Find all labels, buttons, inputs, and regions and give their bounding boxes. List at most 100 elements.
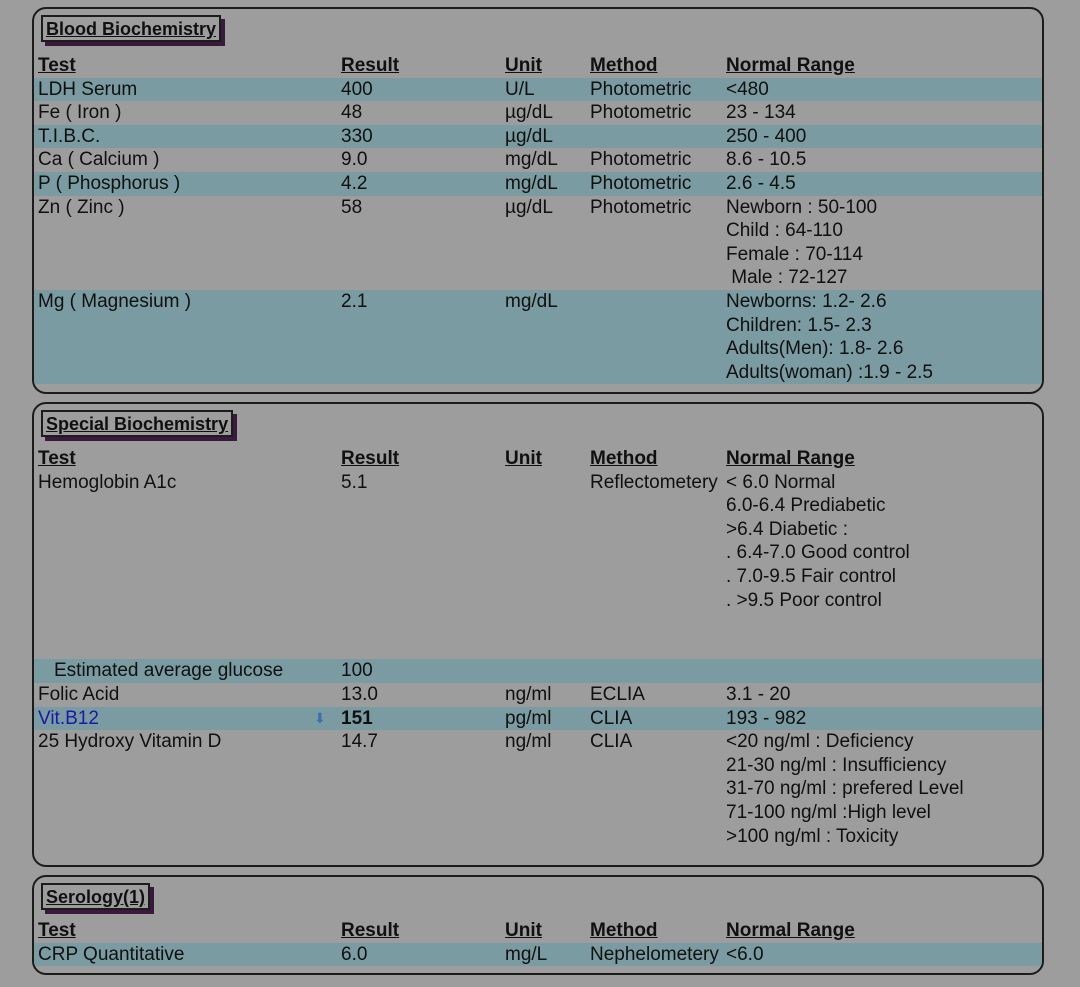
- normal-range-line: 21-30 ng/ml : Insufficiency: [726, 754, 947, 776]
- test-result: 2.1: [341, 290, 368, 312]
- test-unit: µg/dL: [505, 196, 553, 218]
- header-normal-range: Normal Range: [726, 55, 855, 76]
- normal-range: Newborns: 1.2- 2.6 Children: 1.5- 2.3 Adul…: [726, 290, 933, 384]
- table-row: Zn ( Zinc ) 58 µg/dL Photometric Newborn : 5…: [34, 196, 1042, 290]
- normal-range: 23 - 134: [726, 101, 796, 125]
- section-blood-biochemistry: Blood Biochemistry Test Result Unit Method N…: [32, 7, 1044, 394]
- header-method: Method: [590, 448, 658, 469]
- test-result: 14.7: [341, 731, 378, 753]
- normal-range-line: Children: 1.5- 2.3: [726, 314, 872, 336]
- header-unit: Unit: [505, 448, 542, 469]
- test-method: ECLIA: [590, 683, 645, 705]
- test-result: 330: [341, 125, 373, 147]
- normal-range-line: . >9.5 Poor control: [726, 589, 882, 611]
- normal-range: <20 ng/ml : Deficiency 21-30 ng/ml : Insu…: [726, 730, 964, 848]
- header-test: Test: [38, 448, 76, 469]
- normal-range-line: 31-70 ng/ml : prefered Level: [726, 778, 964, 800]
- table-row: LDH Serum 400 U/L Photometric <480: [34, 77, 1042, 102]
- normal-range-line: Adults(woman) :1.9 - 2.5: [726, 361, 933, 383]
- header-method: Method: [590, 55, 658, 76]
- header-normal-range: Normal Range: [726, 448, 855, 469]
- test-method: CLIA: [590, 731, 633, 753]
- test-unit: U/L: [505, 78, 535, 100]
- normal-range: 193 - 982: [726, 707, 806, 731]
- table-row: T.I.B.C. 330 µg/dL 250 - 400: [34, 124, 1042, 149]
- test-result: 9.0: [341, 149, 368, 171]
- normal-range-line: Newborn : 50-100: [726, 196, 878, 218]
- section-title: Blood Biochemistry: [41, 15, 222, 42]
- table-row: Folic Acid 13.0 ng/ml ECLIA 3.1 - 20: [34, 683, 1042, 707]
- test-result: 100: [341, 660, 373, 682]
- normal-range-line: Male : 72-127: [726, 267, 848, 289]
- test-unit: µg/dL: [505, 102, 553, 124]
- normal-range: 2.6 - 4.5: [726, 172, 796, 196]
- test-method: Nephelometery: [590, 943, 719, 965]
- header-result: Result: [341, 448, 400, 469]
- test-method: Photometric: [590, 102, 692, 124]
- normal-range-line: 6.0-6.4 Prediabetic: [726, 495, 886, 517]
- test-unit: mg/dL: [505, 172, 558, 194]
- header-normal-range: Normal Range: [726, 920, 855, 941]
- header-result: Result: [341, 920, 400, 941]
- test-method: CLIA: [590, 707, 633, 729]
- normal-range: 250 - 400: [726, 125, 806, 149]
- normal-range-line: Newborns: 1.2- 2.6: [726, 290, 887, 312]
- normal-range-line: 3.1 - 20: [726, 683, 791, 705]
- test-name: CRP Quantitative: [38, 943, 185, 965]
- test-unit: mg/L: [505, 943, 548, 965]
- results-table: Test Result Unit Method Normal Range LDH Seru…: [34, 54, 1042, 385]
- normal-range-line: 71-100 ng/ml :High level: [726, 801, 931, 823]
- results-table: Test Result Unit Method Normal Range Hemoglob…: [34, 447, 1042, 848]
- table-row: Fe ( Iron ) 48 µg/dL Photometric 23 - 134: [34, 101, 1042, 125]
- normal-range-line: <6.0: [726, 943, 764, 965]
- normal-range-line: Adults(Men): 1.8- 2.6: [726, 338, 904, 360]
- normal-range: 3.1 - 20: [726, 683, 790, 707]
- header-unit: Unit: [505, 920, 542, 941]
- table-row: Mg ( Magnesium ) 2.1 mg/dL Newborns: 1.2- 2…: [34, 289, 1042, 385]
- section-title: Special Biochemistry: [41, 410, 234, 437]
- normal-range-line: 250 - 400: [726, 125, 807, 147]
- table-row: 25 Hydroxy Vitamin D 14.7 ng/ml CLIA <20 ng/…: [34, 730, 1042, 848]
- table-row: CRP Quantitative 6.0 mg/L Nephelometery <6.0: [34, 942, 1042, 967]
- normal-range: 8.6 - 10.5: [726, 148, 806, 172]
- normal-range: <480: [726, 78, 769, 102]
- normal-range: < 6.0 Normal 6.0-6.4 Prediabetic >6.4 Diab…: [726, 471, 910, 613]
- normal-range-line: <480: [726, 78, 769, 100]
- test-name: 25 Hydroxy Vitamin D: [38, 731, 222, 753]
- test-unit: ng/ml: [505, 731, 552, 753]
- down-arrow-icon: ⬇: [314, 709, 326, 726]
- test-name: Folic Acid: [38, 683, 120, 705]
- table-row: Ca ( Calcium ) 9.0 mg/dL Photometric 8.6 - 1…: [34, 148, 1042, 172]
- test-name: T.I.B.C.: [38, 125, 101, 147]
- normal-range-line: >6.4 Diabetic :: [726, 518, 848, 540]
- table-header-row: Test Result Unit Method Normal Range: [34, 919, 1042, 943]
- normal-range: Newborn : 50-100 Child : 64-110 Female : 7…: [726, 196, 877, 290]
- test-result: 58: [341, 196, 363, 218]
- table-row: Vit.B12 ⬇ 151 pg/ml CLIA 193 - 982: [34, 706, 1042, 731]
- table-row: Estimated average glucose 100: [34, 659, 1042, 683]
- normal-range-line: >100 ng/ml : Toxicity: [726, 825, 899, 847]
- normal-range-line: 2.6 - 4.5: [726, 172, 796, 194]
- results-table: Test Result Unit Method Normal Range CRP Quan…: [34, 919, 1042, 967]
- normal-range-line: 23 - 134: [726, 102, 796, 124]
- test-method: Photometric: [590, 149, 692, 171]
- test-method: Photometric: [590, 196, 692, 218]
- test-name: Zn ( Zinc ): [38, 196, 125, 218]
- test-name: P ( Phosphorus ): [38, 172, 181, 194]
- normal-range-line: Child : 64-110: [726, 220, 843, 242]
- test-unit: pg/ml: [505, 707, 552, 729]
- test-result: 48: [341, 102, 363, 124]
- normal-range-line: Female : 70-114: [726, 243, 863, 265]
- test-name: Estimated average glucose: [54, 660, 284, 682]
- test-name: Fe ( Iron ): [38, 102, 122, 124]
- table-header-row: Test Result Unit Method Normal Range: [34, 447, 1042, 471]
- test-method: Photometric: [590, 78, 692, 100]
- test-result: 400: [341, 78, 373, 100]
- test-unit: mg/dL: [505, 290, 558, 312]
- normal-range-line: 193 - 982: [726, 707, 807, 729]
- test-name: Hemoglobin A1c: [38, 471, 177, 493]
- normal-range-line: <20 ng/ml : Deficiency: [726, 731, 914, 753]
- test-result: 13.0: [341, 683, 378, 705]
- test-name: Vit.B12: [38, 707, 99, 729]
- normal-range-line: . 6.4-7.0 Good control: [726, 542, 910, 564]
